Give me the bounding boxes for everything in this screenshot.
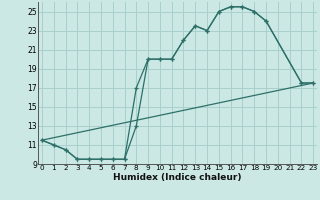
X-axis label: Humidex (Indice chaleur): Humidex (Indice chaleur) [113,173,242,182]
